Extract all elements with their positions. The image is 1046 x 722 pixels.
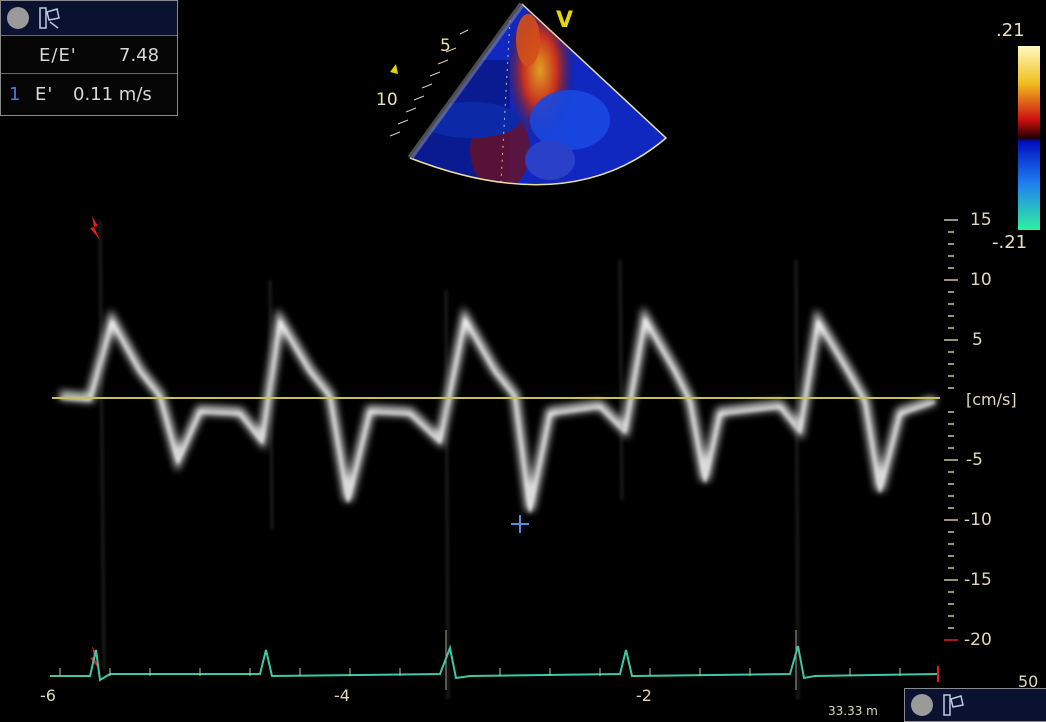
cursor-cross-icon[interactable]: [510, 514, 530, 534]
measurement-index: 1: [9, 84, 21, 105]
probe-icon[interactable]: [39, 6, 61, 30]
velocity-scale-ticks: [944, 219, 958, 641]
velocity-tick: -20: [964, 630, 992, 650]
color-scale-bottom: -.21: [992, 232, 1028, 253]
time-tick: -6: [40, 686, 56, 705]
color-velocity-bar: [1018, 46, 1040, 230]
velocity-tick: -15: [964, 570, 992, 590]
time-tick: -4: [334, 686, 350, 705]
record-icon[interactable]: [7, 7, 29, 29]
spectral-doppler-trace: [52, 219, 940, 700]
velocity-tick: -5: [966, 450, 983, 470]
record-icon[interactable]: [911, 694, 933, 716]
velocity-label: E': [35, 84, 54, 105]
panel-header: [1, 1, 177, 36]
ratio-row[interactable]: E/E' 7.48: [1, 37, 177, 74]
sweep-speed-label: 33.33 m: [828, 704, 878, 718]
focus-marker-icon: [390, 64, 398, 74]
measurement-panel: E/E' 7.48 1 E' 0.11 m/s: [0, 0, 178, 116]
trigger-marker-icon: [90, 216, 100, 240]
mode-label: V: [556, 8, 574, 33]
ratio-label: E/E': [39, 45, 77, 66]
velocity-tick: -10: [964, 510, 992, 530]
color-scale-top: .21: [996, 20, 1025, 41]
ecg-trace: [50, 630, 939, 690]
velocity-tick: 10: [970, 270, 992, 290]
ratio-value: 7.48: [119, 45, 160, 66]
doppler-sector-image: [389, 2, 668, 186]
probe-icon[interactable]: [943, 693, 965, 717]
time-tick: -2: [636, 686, 652, 705]
corner-value: 50: [1018, 672, 1039, 691]
velocity-value: 0.11 m/s: [73, 84, 152, 105]
depth-mark-5: 5: [440, 36, 451, 56]
velocity-unit-label: [cm/s]: [966, 390, 1017, 409]
velocity-tick: 5: [972, 330, 983, 350]
ecg-trigger-marker-icon: [90, 646, 100, 670]
depth-mark-10: 10: [376, 90, 398, 110]
secondary-panel: [904, 688, 1046, 722]
velocity-tick: 15: [970, 210, 992, 230]
velocity-row[interactable]: 1 E' 0.11 m/s: [1, 75, 177, 113]
